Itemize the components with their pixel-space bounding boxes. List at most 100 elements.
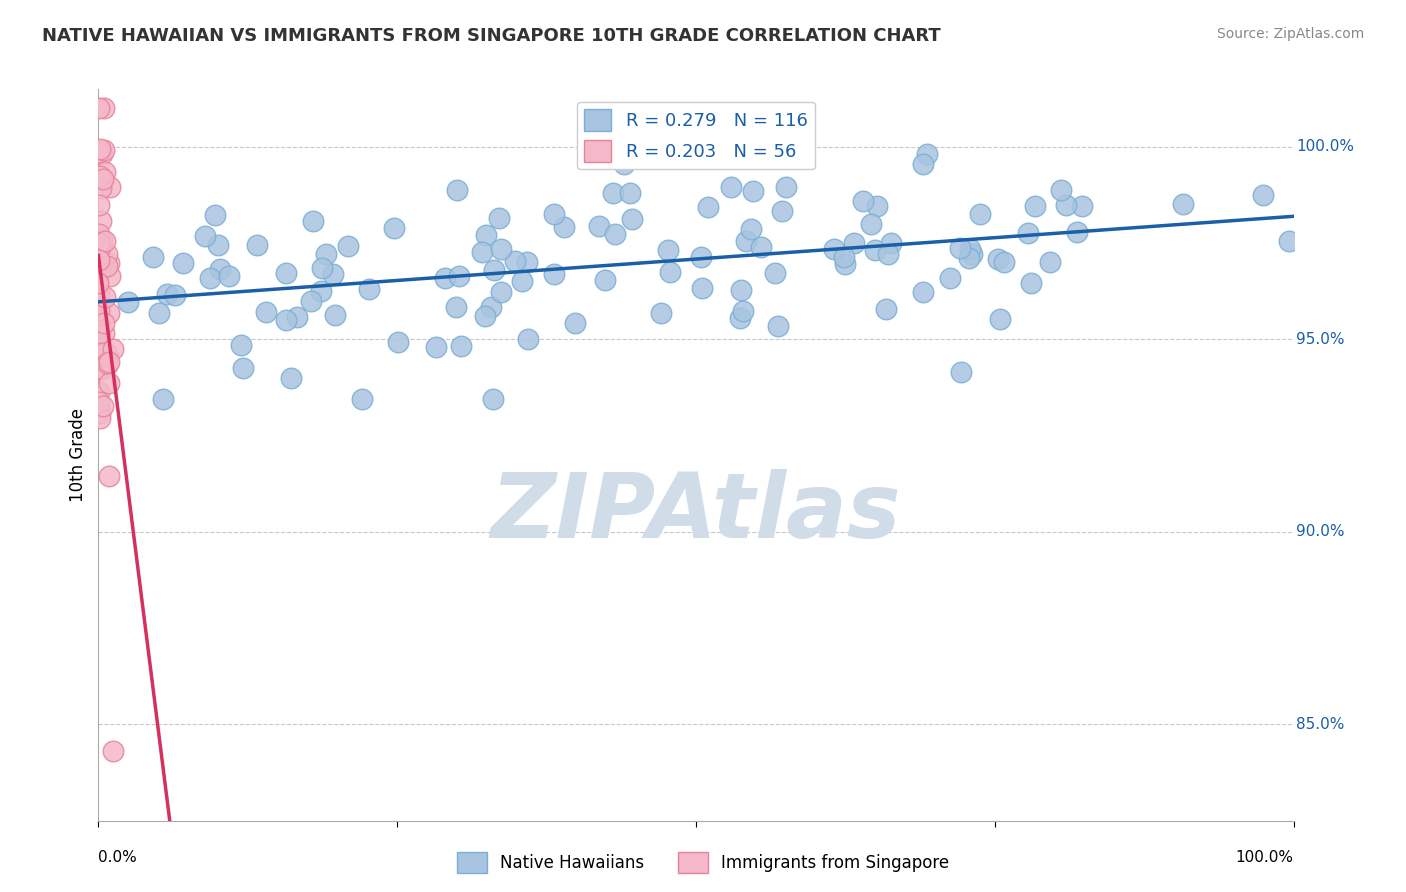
Point bbox=[962, 246, 984, 260]
Point bbox=[1278, 234, 1301, 248]
Point bbox=[1050, 183, 1073, 197]
Point bbox=[94, 290, 117, 304]
Point bbox=[87, 320, 110, 334]
Point bbox=[274, 312, 297, 326]
Point bbox=[844, 236, 866, 251]
Point bbox=[657, 243, 679, 257]
Point bbox=[987, 252, 1010, 267]
Point bbox=[912, 156, 935, 170]
Text: 90.0%: 90.0% bbox=[1296, 524, 1344, 540]
Point bbox=[988, 312, 1011, 326]
Point bbox=[740, 222, 762, 236]
Point bbox=[602, 186, 624, 201]
Point bbox=[517, 332, 540, 346]
Point bbox=[93, 317, 115, 331]
Point bbox=[915, 147, 938, 161]
Point bbox=[482, 392, 505, 406]
Point bbox=[770, 203, 793, 218]
Point bbox=[877, 247, 900, 261]
Point bbox=[87, 234, 110, 248]
Legend: Native Hawaiians, Immigrants from Singapore: Native Hawaiians, Immigrants from Singap… bbox=[450, 846, 956, 880]
Point bbox=[620, 212, 643, 227]
Point bbox=[425, 340, 447, 354]
Point bbox=[433, 270, 456, 285]
Point bbox=[512, 275, 534, 289]
Point bbox=[382, 220, 405, 235]
Point bbox=[87, 361, 110, 376]
Point bbox=[89, 169, 111, 184]
Point bbox=[859, 217, 882, 231]
Point bbox=[322, 267, 344, 281]
Point bbox=[96, 246, 118, 260]
Point bbox=[89, 326, 111, 341]
Point bbox=[94, 345, 117, 359]
Point bbox=[474, 309, 496, 323]
Point bbox=[142, 250, 165, 264]
Point bbox=[87, 287, 110, 301]
Point bbox=[93, 143, 115, 157]
Point bbox=[834, 251, 856, 265]
Point bbox=[875, 302, 897, 317]
Point bbox=[619, 186, 641, 201]
Point bbox=[446, 300, 468, 314]
Point bbox=[969, 207, 991, 221]
Point bbox=[87, 198, 110, 212]
Point bbox=[172, 256, 194, 270]
Point bbox=[103, 342, 125, 356]
Point bbox=[911, 285, 934, 299]
Point bbox=[301, 213, 323, 227]
Point bbox=[1066, 225, 1088, 239]
Point bbox=[446, 183, 468, 197]
Point bbox=[89, 347, 111, 361]
Text: NATIVE HAWAIIAN VS IMMIGRANTS FROM SINGAPORE 10TH GRADE CORRELATION CHART: NATIVE HAWAIIAN VS IMMIGRANTS FROM SINGA… bbox=[42, 27, 941, 45]
Y-axis label: 10th Grade: 10th Grade bbox=[69, 408, 87, 502]
Point bbox=[1039, 254, 1062, 268]
Point bbox=[98, 355, 121, 369]
Point bbox=[87, 227, 110, 241]
Point bbox=[98, 269, 121, 284]
Point bbox=[959, 242, 981, 256]
Point bbox=[89, 410, 111, 425]
Point bbox=[87, 276, 110, 290]
Point bbox=[96, 356, 118, 370]
Text: 100.0%: 100.0% bbox=[1236, 850, 1294, 865]
Point bbox=[98, 256, 121, 270]
Point bbox=[471, 245, 494, 260]
Point bbox=[357, 282, 380, 296]
Point bbox=[97, 306, 120, 320]
Point bbox=[949, 365, 972, 379]
Point bbox=[117, 295, 139, 310]
Point bbox=[96, 359, 118, 373]
Point bbox=[152, 392, 174, 406]
Point bbox=[482, 263, 505, 277]
Point bbox=[89, 310, 111, 324]
Point bbox=[87, 102, 110, 116]
Point bbox=[387, 334, 409, 349]
Point bbox=[1071, 199, 1094, 213]
Point bbox=[315, 247, 337, 261]
Point bbox=[89, 406, 111, 420]
Point bbox=[1054, 198, 1077, 212]
Point bbox=[89, 142, 111, 156]
Point bbox=[1024, 199, 1046, 213]
Point bbox=[94, 165, 117, 179]
Point bbox=[87, 145, 110, 159]
Point bbox=[650, 306, 672, 320]
Point bbox=[731, 304, 754, 318]
Point bbox=[89, 257, 111, 271]
Point bbox=[100, 180, 122, 194]
Point bbox=[90, 146, 112, 161]
Point bbox=[254, 305, 277, 319]
Point bbox=[89, 240, 111, 254]
Point bbox=[957, 251, 980, 265]
Point bbox=[543, 267, 565, 281]
Point bbox=[450, 339, 472, 353]
Point bbox=[1171, 196, 1194, 211]
Point bbox=[730, 310, 752, 325]
Point bbox=[1251, 188, 1274, 202]
Point bbox=[94, 234, 117, 248]
Point bbox=[866, 199, 889, 213]
Point bbox=[993, 255, 1015, 269]
Point bbox=[447, 268, 470, 283]
Point bbox=[605, 227, 627, 241]
